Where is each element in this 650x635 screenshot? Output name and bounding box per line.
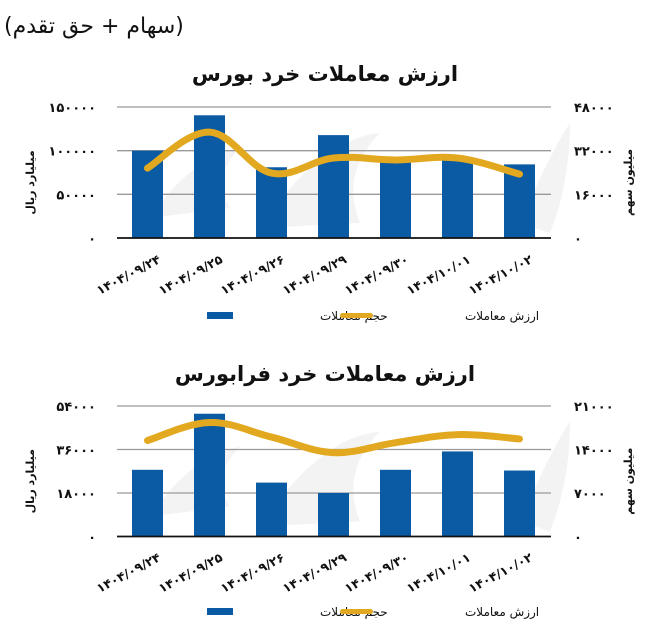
bar [318,135,349,238]
bar [256,482,287,537]
right-axis-tick: ۰ [574,531,582,546]
legend-label-value: ارزش معاملات [465,309,539,324]
bar [132,469,163,537]
chart-bourse: ۰ ۵۰۰۰۰ ۱۰۰۰۰۰ ۱۵۰۰۰۰ ۰ ۱۶۰۰۰ ۳۲۰۰۰ ۴۸۰۰۰ میلیار… [24,101,635,324]
chart-title-bourse: ارزش معاملات خرد بورس [191,62,459,86]
bar [318,493,349,537]
right-axis-tick: ۷۰۰۰ [574,487,606,502]
x-axis-tick: ۱۴۰۴/۰۹/۲۹ [280,549,349,595]
line-series [144,418,523,457]
line-series [144,128,523,178]
x-axis-tick: ۱۴۰۴/۰۹/۲۵ [156,251,225,297]
x-axis-tick: ۱۴۰۴/۱۰/۰۲ [466,549,535,595]
page-subtitle: (سهام + حق تقدم) [4,14,184,39]
x-axis-tick: ۱۴۰۴/۰۹/۲۹ [280,251,349,297]
bar [442,160,473,238]
right-axis-tick: ۲۱۰۰۰ [574,400,614,415]
right-axis-tick: ۰ [574,232,582,247]
bar [380,162,411,238]
x-axis-tick: ۱۴۰۴/۰۹/۲۶ [218,251,287,297]
left-axis-tick: ۳۶۰۰۰ [56,444,96,459]
legend-swatch-line [340,609,373,614]
left-axis-tick: ۱۵۰۰۰۰ [48,101,96,116]
left-axis-tick: ۰ [88,232,96,247]
legend-swatch-line [340,313,373,318]
left-axis-tick: ۵۰۰۰۰ [56,188,96,203]
x-axis-tick: ۱۴۰۴/۰۹/۲۴ [94,549,163,595]
x-axis-tick: ۱۴۰۴/۱۰/۰۱ [404,549,473,595]
x-axis-tick: ۱۴۰۴/۱۰/۰۲ [466,251,535,297]
left-axis-tick: ۵۴۰۰۰ [56,400,96,415]
left-axis-label: میلیارد ریال [24,150,37,214]
chart-farabourse: ۰ ۱۸۰۰۰ ۳۶۰۰۰ ۵۴۰۰۰ ۰ ۷۰۰۰ ۱۴۰۰۰ ۲۱۰۰۰ میلیارد ر… [24,400,635,620]
right-axis-tick: ۱۴۰۰۰ [574,444,614,459]
right-axis-label: میلیون سهم [622,448,635,515]
x-axis-tick: ۱۴۰۴/۰۹/۲۵ [156,549,225,595]
x-axis-tick: ۱۴۰۴/۰۹/۳۰ [342,251,411,297]
right-axis-tick: ۴۸۰۰۰ [574,101,614,116]
x-axis-tick: ۱۴۰۴/۱۰/۰۱ [404,251,473,297]
bar [194,413,225,537]
right-axis-tick: ۳۲۰۰۰ [574,145,614,160]
x-axis-tick: ۱۴۰۴/۰۹/۲۴ [94,251,163,297]
left-axis-label: میلیارد ریال [24,449,37,513]
bar [504,470,535,537]
bar [256,167,287,238]
legend-swatch-bar [207,608,233,615]
legend-swatch-bar [207,312,233,319]
legend-label-value: ارزش معاملات [465,605,539,620]
bar-series [132,413,535,537]
left-axis-tick: ۱۰۰۰۰۰ [48,145,96,160]
x-axis-tick: ۱۴۰۴/۰۹/۳۰ [342,549,411,595]
right-axis-tick: ۱۶۰۰۰ [574,188,614,203]
right-axis-label: میلیون سهم [622,149,635,216]
chart-title-farabourse: ارزش معاملات خرد فرابورس [174,362,476,386]
bar [380,469,411,537]
left-axis-tick: ۰ [88,531,96,546]
x-axis-tick: ۱۴۰۴/۰۹/۲۶ [218,549,287,595]
bar [442,451,473,537]
left-axis-tick: ۱۸۰۰۰ [56,487,96,502]
